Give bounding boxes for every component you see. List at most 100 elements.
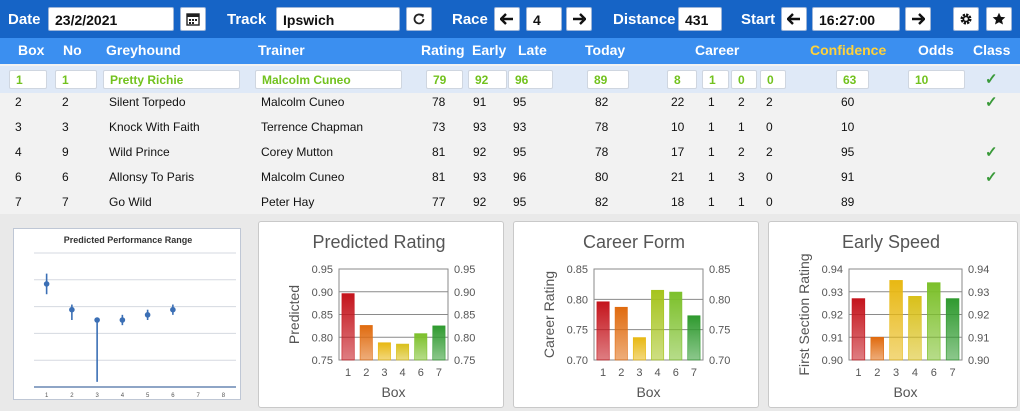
cell-no: 7: [62, 195, 69, 209]
early-speed-chart: Early Speed 0.94 0.94 0.93 0.93 0.92 0.92 0.91 0…: [796, 232, 989, 400]
calendar-button[interactable]: [180, 7, 206, 31]
col-trainer[interactable]: Trainer: [258, 42, 305, 58]
table-row[interactable]: 7 7 Go Wild Peter Hay 77 92 95 82 18 1 1…: [0, 189, 1020, 214]
bar: [669, 291, 683, 361]
race-input[interactable]: 4: [526, 7, 562, 31]
y-tick-right: 0.91: [968, 332, 989, 344]
track-input[interactable]: Ipswich: [276, 7, 400, 31]
y-tick-right: 0.70: [709, 355, 730, 367]
range-point: [43, 281, 50, 287]
bar: [614, 306, 628, 361]
table-row[interactable]: 1 1 Pretty Richie Malcolm Cuneo 79 92 96…: [0, 66, 1020, 93]
cell-rating: 77: [432, 195, 446, 209]
table-row[interactable]: 6 6 Allonsy To Paris Malcolm Cuneo 81 93…: [0, 164, 1020, 189]
class-check-icon[interactable]: ✓: [985, 94, 998, 111]
distance-input[interactable]: 431: [678, 7, 722, 31]
start-next-button[interactable]: [905, 7, 931, 31]
refresh-button[interactable]: [406, 7, 432, 31]
cell-career-seconds: 2: [738, 95, 745, 109]
y-tick-right: 0.90: [968, 355, 989, 367]
distance-label: Distance: [613, 11, 676, 28]
race-prev-button[interactable]: [494, 7, 520, 31]
race-next-button[interactable]: [566, 7, 592, 31]
cell-trainer: Peter Hay: [261, 195, 315, 209]
class-check-icon[interactable]: ✓: [985, 71, 998, 88]
table-header: Box No Greyhound Trainer Rating Early La…: [0, 38, 1020, 64]
cell-confidence: 91: [841, 170, 855, 184]
cell-today: 82: [595, 195, 609, 209]
col-confidence[interactable]: Confidence: [810, 42, 887, 58]
col-late[interactable]: Late: [518, 42, 547, 58]
y-axis-label: Predicted: [286, 285, 302, 344]
class-check-icon[interactable]: ✓: [985, 144, 998, 161]
y-tick-left: 0.80: [312, 332, 333, 344]
table-row[interactable]: 2 2 Silent Torpedo Malcolm Cuneo 78 91 9…: [0, 89, 1020, 114]
class-check-icon[interactable]: ✓: [985, 169, 998, 186]
start-label: Start: [741, 11, 776, 28]
cell-confidence: 89: [841, 195, 855, 209]
cell-confidence: 10: [841, 120, 855, 134]
cell-confidence[interactable]: 63: [836, 70, 869, 89]
x-tick: 2: [874, 367, 880, 379]
col-class[interactable]: Class: [973, 42, 1011, 58]
cell-today[interactable]: 89: [587, 70, 629, 89]
cell-career-thirds[interactable]: 0: [760, 70, 786, 89]
star-icon: [992, 12, 1006, 25]
cell-early[interactable]: 92: [468, 70, 507, 89]
cell-greyhound[interactable]: Pretty Richie: [103, 70, 240, 89]
career-form-chart: Career Form 0.85 0.85 0.80 0.80 0.75 0.75 0.70 0…: [541, 232, 730, 400]
y-tick-left: 0.75: [567, 325, 588, 337]
range-x-tick: 1: [45, 393, 49, 399]
cell-trainer: Terrence Chapman: [261, 120, 364, 134]
col-odds[interactable]: Odds: [918, 42, 954, 58]
y-tick-left: 0.94: [822, 264, 843, 276]
cell-career-starts[interactable]: 8: [667, 70, 697, 89]
col-no[interactable]: No: [63, 42, 82, 58]
col-box[interactable]: Box: [18, 42, 45, 58]
y-tick-right: 0.80: [454, 332, 475, 344]
range-chart-title: Predicted Performance Range: [64, 235, 193, 245]
performance-range-chart[interactable]: Predicted Performance Range 1 2 3 4 5 6 7 8: [13, 228, 241, 400]
date-input[interactable]: 23/2/2021: [48, 7, 174, 31]
cell-late: 95: [513, 95, 527, 109]
cell-box: 3: [15, 120, 22, 134]
col-career[interactable]: Career: [695, 42, 740, 58]
cell-odds[interactable]: 10: [908, 70, 965, 89]
bar: [651, 289, 665, 361]
cell-greyhound: Wild Prince: [109, 145, 170, 159]
cell-trainer: Malcolm Cuneo: [261, 95, 345, 109]
bar: [414, 333, 428, 361]
table-row[interactable]: 4 9 Wild Prince Corey Mutton 81 92 95 78…: [0, 139, 1020, 164]
cell-today: 80: [595, 170, 609, 184]
x-tick: 1: [855, 367, 861, 379]
x-tick: 7: [950, 367, 956, 379]
cell-career-starts: 22: [671, 95, 685, 109]
cell-box: 4: [15, 145, 22, 159]
cell-rating[interactable]: 79: [426, 70, 463, 89]
gear-icon: [960, 13, 972, 25]
cell-late: 95: [513, 195, 527, 209]
col-early[interactable]: Early: [472, 42, 507, 58]
cell-career-thirds: 0: [766, 195, 773, 209]
col-today[interactable]: Today: [585, 42, 626, 58]
cell-career-thirds: 2: [766, 95, 773, 109]
cell-trainer[interactable]: Malcolm Cuneo: [255, 70, 402, 89]
cell-rating: 81: [432, 145, 446, 159]
table-row[interactable]: 3 3 Knock With Faith Terrence Chapman 73…: [0, 114, 1020, 139]
start-time-input[interactable]: 16:27:00: [812, 7, 900, 31]
range-x-tick: 2: [70, 393, 74, 399]
start-prev-button[interactable]: [781, 7, 807, 31]
x-tick: 7: [436, 367, 442, 379]
settings-button[interactable]: [953, 7, 979, 31]
cell-career-wins[interactable]: 1: [702, 70, 729, 89]
col-rating[interactable]: Rating: [421, 42, 465, 58]
cell-late[interactable]: 96: [508, 70, 553, 89]
favourite-button[interactable]: [986, 7, 1012, 31]
cell-no[interactable]: 1: [55, 70, 97, 89]
col-greyhound[interactable]: Greyhound: [106, 42, 181, 58]
plot-frame: [593, 268, 704, 361]
bar: [632, 337, 646, 361]
cell-career-seconds[interactable]: 0: [731, 70, 757, 89]
cell-no: 9: [62, 145, 69, 159]
cell-box[interactable]: 1: [9, 70, 47, 89]
